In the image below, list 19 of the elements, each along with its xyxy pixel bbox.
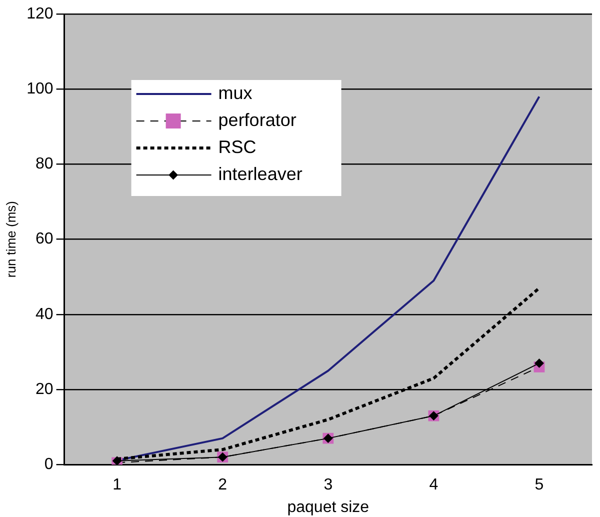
y-tick-label: 120 [26, 5, 54, 22]
x-tick-label: 5 [534, 476, 544, 494]
legend-label: RSC [218, 136, 256, 157]
y-tick-label: 60 [36, 230, 54, 248]
legend-label: interleaver [218, 164, 302, 184]
y-tick-label: 100 [26, 80, 54, 98]
x-tick-label: 4 [429, 476, 438, 494]
y-axis-title: run time (ms) [3, 201, 18, 278]
y-tick-label: 20 [36, 380, 54, 398]
x-tick-label: 3 [324, 476, 333, 494]
legend-label: perforator [218, 110, 296, 130]
y-tick-label: 0 [44, 456, 54, 474]
y-tick-label: 40 [36, 306, 54, 323]
x-tick-label: 2 [218, 476, 228, 494]
legend-label: mux [218, 82, 252, 103]
point [534, 358, 544, 368]
y-tick-label: 80 [36, 156, 54, 173]
x-tick-label: 1 [112, 476, 122, 494]
x-axis-title: paquet size [287, 498, 370, 516]
